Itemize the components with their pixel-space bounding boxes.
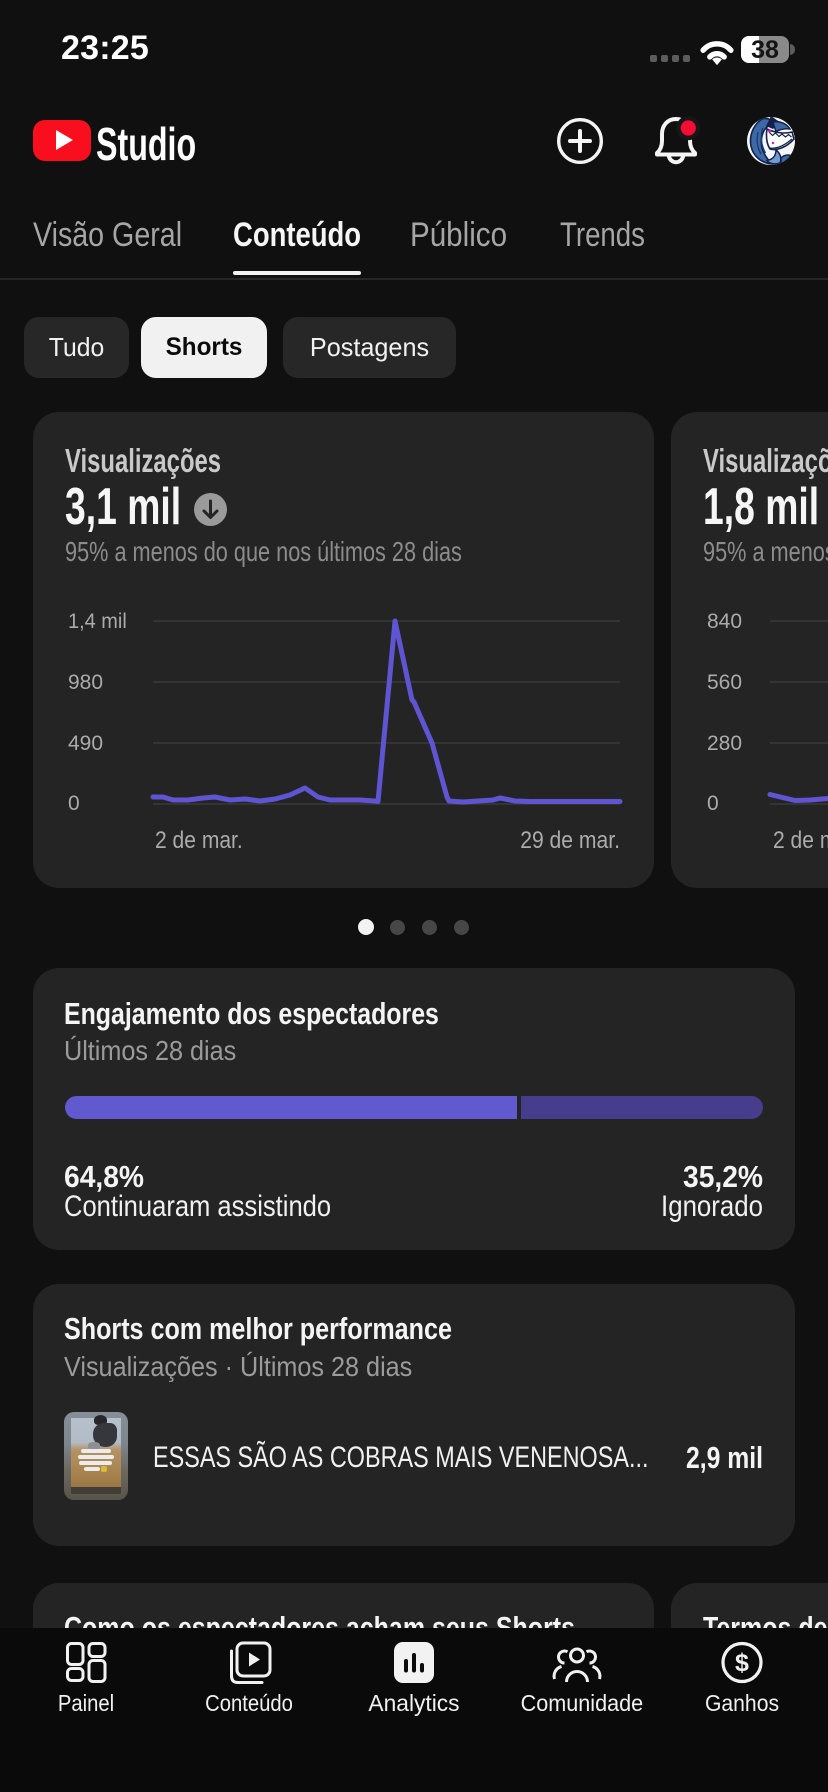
svg-text:$: $ [735,1649,749,1677]
